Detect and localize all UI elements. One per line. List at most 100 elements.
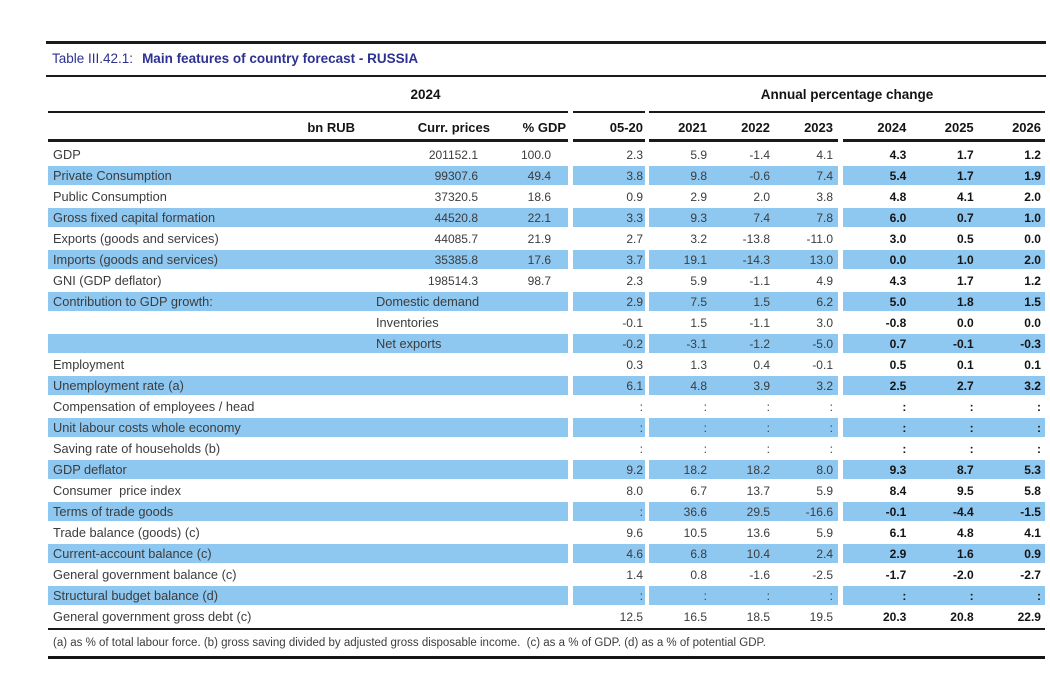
row-forecast-block: 4.3 1.7 1.2 (843, 271, 1045, 290)
gdp-share-value: 98.7 (527, 273, 551, 288)
value-2026: : (1036, 399, 1041, 414)
value-2024: 0.0 (889, 252, 907, 267)
value-2021: 10.5 (683, 525, 707, 540)
row-05-20-block: : (573, 439, 645, 458)
row-history-block: 16.5 18.5 19.5 (649, 607, 838, 626)
value-2024: : (902, 588, 907, 603)
row-history-block: ::: (649, 439, 838, 458)
row-forecast-block: ::: (843, 418, 1045, 437)
value-2021: : (703, 588, 707, 603)
table-row: Saving rate of households (b)::::::: (48, 438, 1045, 459)
table-row: Structural budget balance (d)::::::: (48, 585, 1045, 606)
row-label: Current-account balance (c) (53, 546, 212, 561)
row-label: Unit labour costs whole economy (53, 420, 241, 435)
row-05-20-block: 9.2 (573, 460, 645, 479)
value-2023: 2.4 (816, 546, 833, 561)
value-2022: -1.6 (749, 567, 770, 582)
value-2023: 19.5 (809, 609, 833, 624)
row-history-block: 10.5 13.6 5.9 (649, 523, 838, 542)
row-left-block: General government gross debt (c) (48, 607, 568, 626)
value-2023: 7.4 (816, 168, 833, 183)
value-2022: 18.2 (746, 462, 770, 477)
row-label: Saving rate of households (b) (53, 441, 221, 456)
value-2023: 3.2 (816, 378, 833, 393)
col-header-2025: 2025 (944, 119, 974, 135)
value-2021: -3.1 (686, 336, 707, 351)
row-label: Employment (53, 357, 125, 372)
row-label: GNI (GDP deflator) (53, 273, 162, 288)
row-history-block: 1.3 0.4 -0.1 (649, 355, 838, 374)
curr-prices-value: 99307.6 (434, 168, 478, 183)
table-row: Consumer price index 8.0 6.7 13.7 5.9 8.4 9.5 5… (48, 480, 1045, 501)
value-05-20: 1.4 (626, 567, 643, 582)
row-history-block: ::: (649, 418, 838, 437)
value-2023: : (829, 420, 833, 435)
value-2024: 3.0 (889, 231, 907, 246)
header-block-history: 2021 2022 2023 (649, 116, 838, 138)
table-row: GNI (GDP deflator) 198514.3 98.7 2.3 5.9 -1.1… (48, 270, 1045, 291)
value-2021: 2.9 (690, 189, 707, 204)
value-2025: -4.4 (952, 504, 974, 519)
row-left-block: Terms of trade goods (48, 502, 568, 521)
row-forecast-block: -0.8 0.0 0.0 (843, 313, 1045, 332)
table-row: Private Consumption 99307.6 49.4 3.8 9.8 -0.6… (48, 165, 1045, 186)
value-2021: 16.5 (683, 609, 707, 624)
value-2024: 2.9 (889, 546, 907, 561)
row-label: General government balance (c) (53, 567, 237, 582)
curr-prices-value: 44085.7 (434, 231, 478, 246)
value-2021: 19.1 (683, 252, 707, 267)
table-row: Employment 0.3 1.3 0.4 -0.1 0.5 0.1 0.1 (48, 354, 1045, 375)
header-block-2024: bn RUB Curr. prices % GDP (48, 116, 568, 138)
value-2023: -16.6 (805, 504, 833, 519)
row-sublabel: Inventories (376, 315, 439, 330)
row-left-block: Structural budget balance (d) (48, 586, 568, 605)
value-2024: 6.0 (889, 210, 907, 225)
value-05-20: : (639, 399, 643, 414)
row-history-block: 19.1 -14.3 13.0 (649, 250, 838, 269)
row-forecast-block: 9.3 8.7 5.3 (843, 460, 1045, 479)
value-2023: -11.0 (806, 231, 833, 246)
value-2025: 1.7 (956, 273, 974, 288)
table-row: Gross fixed capital formation 44520.8 22.1… (48, 207, 1045, 228)
row-label: GDP deflator (53, 462, 127, 477)
row-05-20-block: : (573, 502, 645, 521)
value-2023: 3.8 (816, 189, 833, 204)
table-row: Current-account balance (c) 4.6 6.8 10.4 2.4… (48, 543, 1045, 564)
row-left-block: Current-account balance (c) (48, 544, 568, 563)
row-history-block: ::: (649, 586, 838, 605)
value-2023: -2.5 (812, 567, 833, 582)
value-2026: 0.0 (1024, 231, 1041, 246)
row-forecast-block: 0.5 0.1 0.1 (843, 355, 1045, 374)
row-label: Unemployment rate (a) (53, 378, 184, 393)
table-row: GDP 201152.1 100.0 2.3 5.9 -1.4 4.1 4.3 1.7 1.2 (48, 144, 1045, 165)
value-2025: 4.8 (956, 525, 974, 540)
value-2026: 1.5 (1024, 294, 1041, 309)
table-row: Inventories -0.1 1.5 -1.1 3.0 -0.8 0.0 0.0 (48, 312, 1045, 333)
value-2026: -0.3 (1020, 336, 1041, 351)
value-2025: 0.1 (956, 357, 974, 372)
row-forecast-block: 6.1 4.8 4.1 (843, 523, 1045, 542)
row-label: Private Consumption (53, 168, 172, 183)
value-2021: 6.7 (690, 483, 707, 498)
row-05-20-block: 9.6 (573, 523, 645, 542)
col-header-2023: 2023 (804, 119, 833, 135)
value-2022: -0.6 (749, 168, 770, 183)
row-sublabel: Net exports (376, 336, 442, 351)
value-2024: 5.0 (889, 294, 907, 309)
row-history-block: 7.5 1.5 6.2 (649, 292, 838, 311)
value-05-20: 0.3 (626, 357, 643, 372)
value-05-20: -0.1 (622, 315, 643, 330)
value-2021: 1.5 (690, 315, 707, 330)
value-2021: 7.5 (690, 294, 707, 309)
value-05-20: 9.6 (626, 525, 643, 540)
table-row: GDP deflator 9.2 18.2 18.2 8.0 9.3 8.7 5.3 (48, 459, 1045, 480)
value-2021: 6.8 (690, 546, 707, 561)
row-forecast-block: 4.3 1.7 1.2 (843, 145, 1045, 164)
row-left-block: Consumer price index (48, 481, 568, 500)
row-label: Consumer price index (53, 483, 182, 498)
value-05-20: 3.8 (626, 168, 643, 183)
row-05-20-block: 2.3 (573, 145, 645, 164)
value-2024: 4.3 (889, 273, 907, 288)
row-history-block: 6.8 10.4 2.4 (649, 544, 838, 563)
gdp-share-value: 18.6 (527, 189, 551, 204)
